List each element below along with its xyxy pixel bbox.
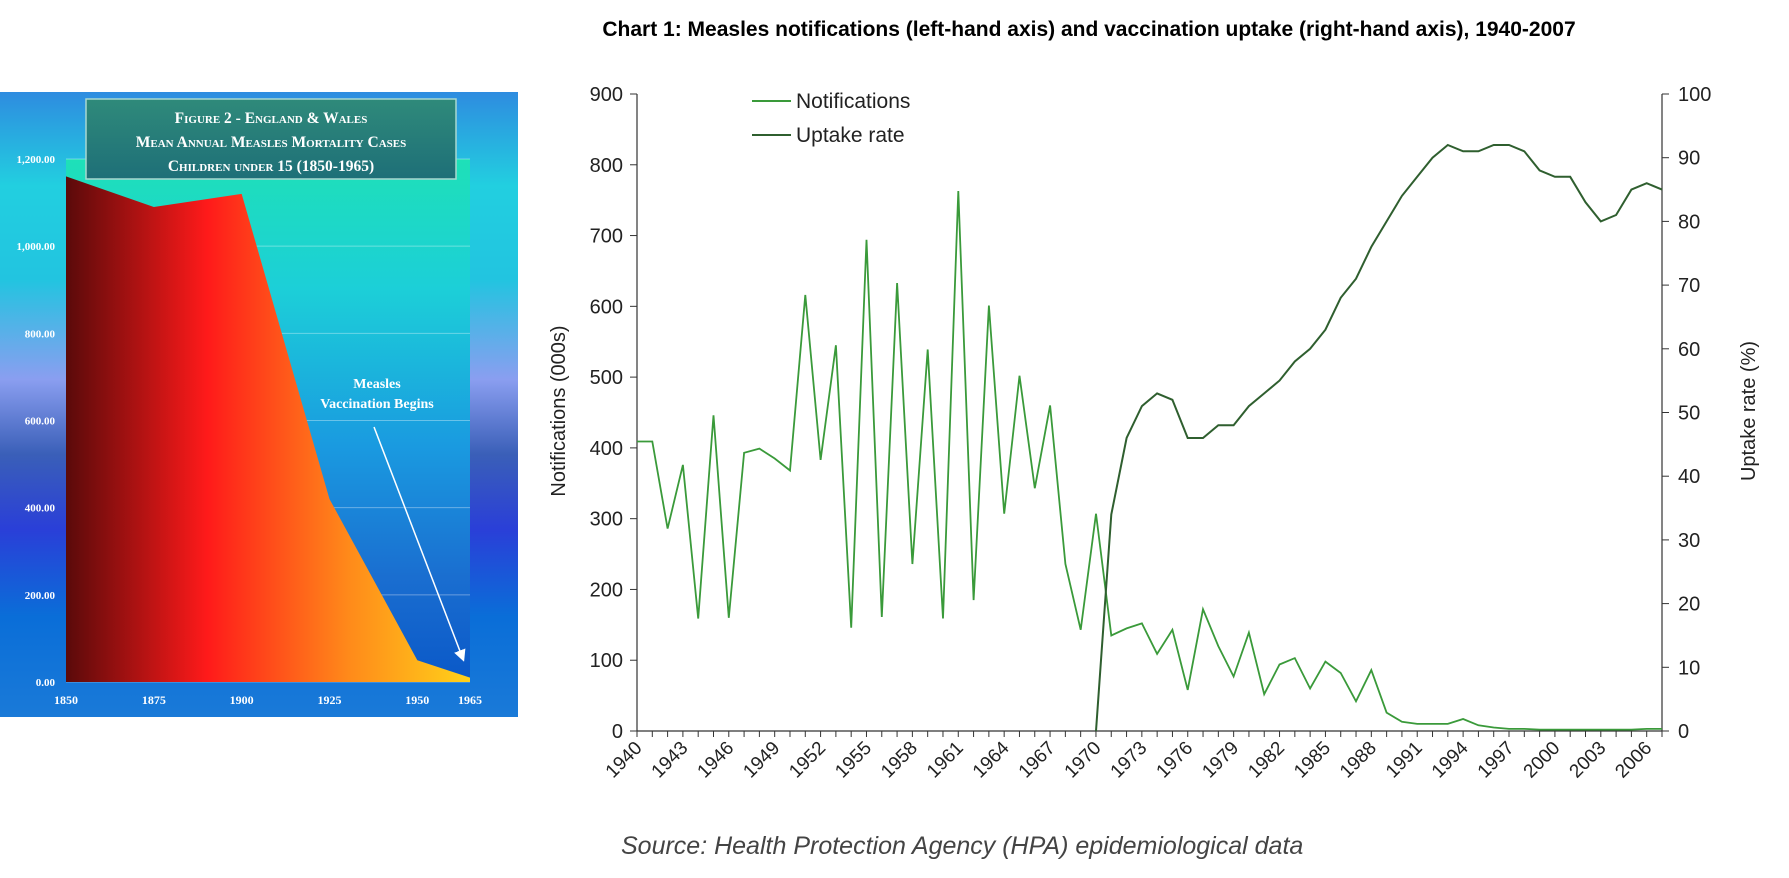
figure2-chart: 0.00 200.00 400.00 600.00 800.00 1,000.00 1,20… [0,92,518,717]
x-tick-label: 1958 [877,738,922,783]
y-tick-label: 600.00 [25,416,56,428]
left-y-tick-label: 800 [590,155,623,177]
vaccination-annotation-line-2: Vaccination Begins [320,397,434,412]
right-y-tick-label: 100 [1678,84,1711,106]
x-tick-label: 1950 [405,693,429,707]
figure2-panel: 0.00 200.00 400.00 600.00 800.00 1,000.00 1,20… [0,92,518,717]
x-tick-label: 1982 [1244,738,1289,783]
right-y-tick-label: 50 [1678,403,1700,425]
source-note: Source: Health Protection Agency (HPA) e… [621,832,1303,860]
left-y-tick-label: 0 [612,721,623,743]
y-tick-label: 0.00 [36,677,56,689]
vaccination-annotation-line-1: Measles [353,377,401,392]
right-y-tick-label: 40 [1678,466,1700,488]
x-tick-label: 1991 [1382,738,1427,783]
y-tick-label: 1,000.00 [17,241,56,253]
right-axis-label: Uptake rate (%) [1738,341,1760,481]
x-tick-label: 1943 [648,738,693,783]
left-axis-label: Notifications (000s) [548,325,570,496]
x-tick-label: 1997 [1474,738,1519,783]
x-tick-label: 1964 [969,737,1014,782]
left-y-tick-label: 900 [590,84,623,106]
right-y-tick-label: 80 [1678,211,1700,233]
x-tick-label: 1988 [1336,738,1381,783]
y-tick-label: 200.00 [25,590,56,602]
right-y-tick-label: 0 [1678,721,1689,743]
legend-label-notifications: Notifications [796,90,910,113]
x-tick-label: 1952 [785,738,830,783]
figure2-title-line-3: Children under 15 (1850-1965) [168,158,374,175]
x-tick-label: 1925 [317,693,341,707]
legend-label-uptake-rate: Uptake rate [796,124,905,147]
y-tick-label: 800.00 [25,328,56,340]
right-y-tick-label: 70 [1678,275,1700,297]
x-tick-label: 1949 [739,738,784,783]
right-y-tick-label: 90 [1678,148,1700,170]
x-tick-label: 1970 [1061,738,1106,783]
chart1-panel: Chart 1: Measles notifications (left-han… [540,0,1789,878]
right-y-tick-label: 60 [1678,339,1700,361]
right-y-tick-label: 10 [1678,657,1700,679]
figure2-title-line-1: Figure 2 - England & Wales [175,110,368,127]
left-y-tick-label: 200 [590,579,623,601]
x-tick-label: 1961 [923,738,968,783]
x-tick-label: 1967 [1015,738,1060,783]
notifications-line [637,190,1662,731]
x-tick-label: 1940 [602,738,647,783]
vaccination-arrow [373,426,466,662]
x-tick-label: 1976 [1153,738,1198,783]
mortality-area [66,176,470,682]
x-tick-label: 1973 [1107,738,1152,783]
x-tick-label: 1985 [1290,738,1335,783]
chart1-chart: Chart 1: Measles notifications (left-han… [548,18,1760,860]
x-tick-label: 1955 [831,738,876,783]
x-tick-label: 2003 [1566,738,1611,783]
x-tick-label: 1946 [694,738,739,783]
x-tick-label: 1875 [142,693,166,707]
right-y-tick-label: 20 [1678,594,1700,616]
x-tick-label: 1850 [54,693,78,707]
left-y-tick-label: 700 [590,226,623,248]
x-tick-label: 1900 [230,693,254,707]
uptake-rate-line [1095,143,1663,732]
x-tick-label: 1965 [458,693,482,707]
figure2-title-box [85,98,457,180]
left-y-tick-label: 600 [590,296,623,318]
left-y-tick-label: 400 [590,438,623,460]
left-y-tick-label: 300 [590,509,623,531]
left-y-tick-label: 100 [590,650,623,672]
chart1-title: Chart 1: Measles notifications (left-han… [602,18,1575,41]
left-y-tick-label: 500 [590,367,623,389]
right-y-tick-label: 30 [1678,530,1700,552]
figure2-title-line-2: Mean Annual Measles Mortality Cases [136,134,406,151]
x-tick-label: 2006 [1611,738,1656,783]
y-tick-label: 1,200.00 [17,154,56,166]
x-tick-label: 1994 [1428,737,1473,782]
y-tick-label: 400.00 [25,503,56,515]
x-tick-label: 1979 [1198,738,1243,783]
x-tick-label: 2000 [1520,738,1565,783]
